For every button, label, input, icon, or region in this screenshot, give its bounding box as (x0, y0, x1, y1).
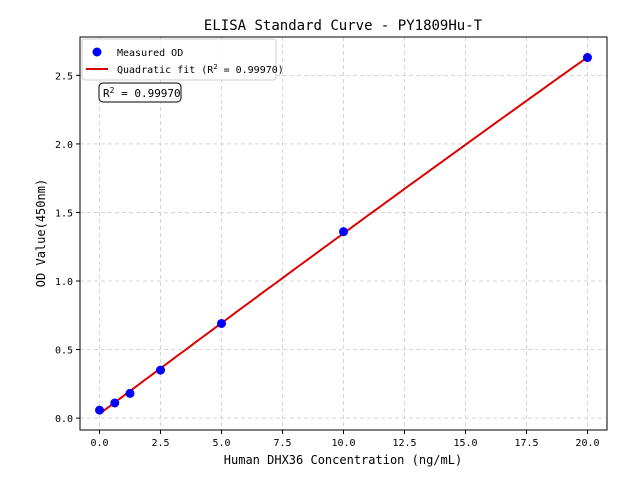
legend: Measured OD Quadratic fit (R2 = 0.99970) (81, 38, 284, 81)
data-point (156, 365, 166, 375)
x-tick-label: 7.5 (273, 438, 291, 449)
x-tick-label: 10.0 (331, 438, 355, 449)
y-tick-label: 0.5 (55, 346, 73, 357)
x-tick-label: 12.5 (392, 438, 416, 449)
ticks: 0.0 2.5 5.0 7.5 10.0 12.5 15.0 17.5 20.0 0.0 0.5 1.… (55, 71, 600, 449)
x-tick-label: 0.0 (90, 438, 108, 449)
x-axis-label: Human DHX36 Concentration (ng/mL) (224, 453, 462, 467)
y-axis-label: OD Value(450nm) (34, 179, 48, 287)
legend-label-measured: Measured OD (117, 48, 183, 59)
data-point (339, 227, 348, 237)
x-tick-label: 17.5 (514, 438, 538, 449)
y-tick-label: 1.5 (55, 208, 73, 219)
data-point (582, 53, 592, 63)
svg-text:R2 = 0.99970: R2 = 0.99970 (103, 86, 181, 100)
y-tick-label: 0.0 (55, 414, 73, 425)
data-point (110, 398, 120, 408)
y-tick-label: 1.0 (55, 277, 73, 288)
data-point (125, 388, 135, 398)
legend-marker-measured (92, 47, 102, 57)
legend-label-fit: Quadratic fit (R2 = 0.99970) (117, 63, 284, 76)
x-tick-label: 20.0 (575, 438, 599, 449)
data-point (95, 405, 105, 415)
chart-title: ELISA Standard Curve - PY1809Hu-T (204, 18, 483, 34)
x-tick-label: 5.0 (212, 438, 230, 449)
marks (95, 53, 592, 415)
x-tick-label: 15.0 (453, 438, 477, 449)
r-squared-annotation: R2 = 0.99970 (98, 82, 182, 103)
y-tick-label: 2.5 (55, 71, 73, 82)
y-tick-label: 2.0 (55, 140, 73, 151)
data-point (217, 318, 227, 328)
x-tick-label: 2.5 (151, 438, 169, 449)
plot-frame (79, 36, 608, 431)
